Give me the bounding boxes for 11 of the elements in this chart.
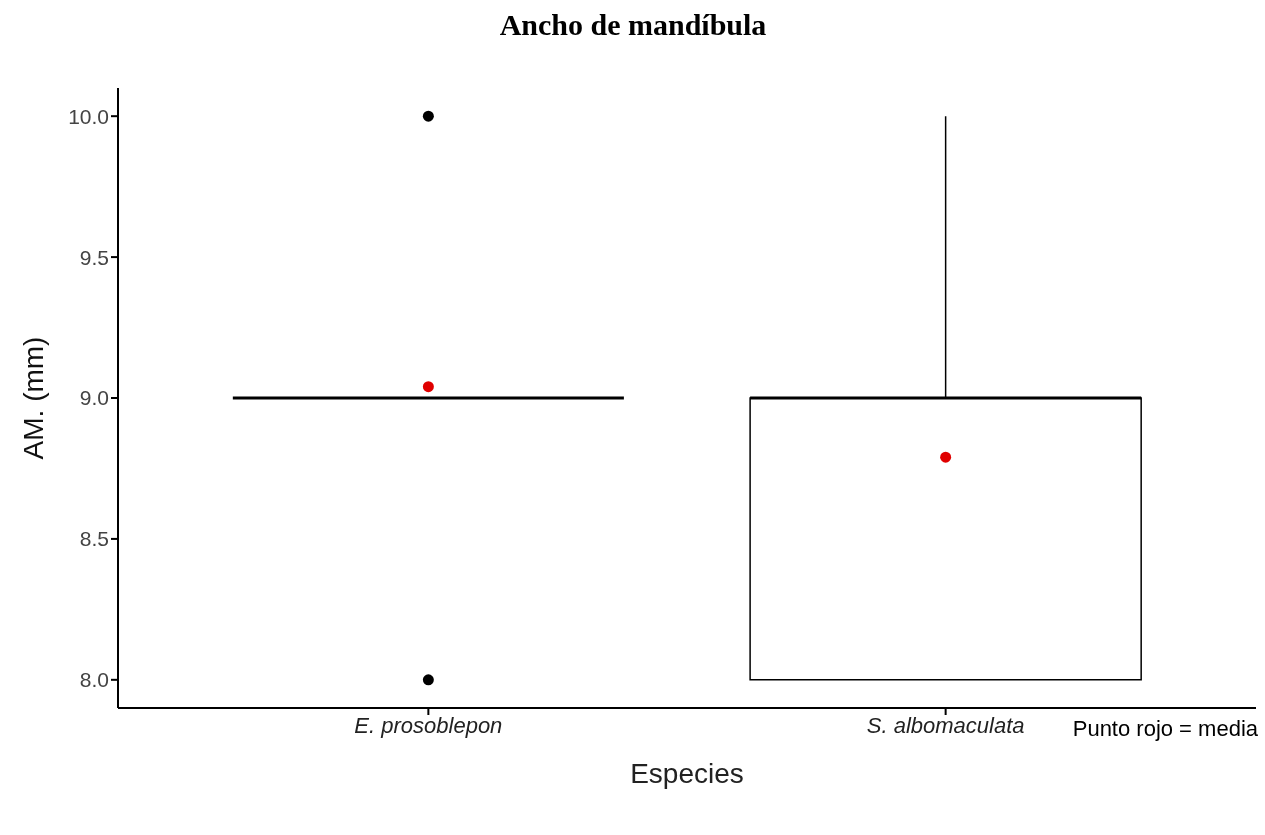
chart-title: Ancho de mandíbula (498, 8, 768, 43)
y-tick-label: 9.0 (79, 386, 109, 410)
y-axis-title: AM. (mm) (17, 336, 49, 460)
x-axis-title: Especies (630, 758, 744, 789)
y-tick-label: 8.5 (79, 527, 109, 551)
y-tick-label: 10.0 (68, 104, 109, 128)
y-tick-label: 9.5 (79, 245, 109, 269)
x-tick-label: S. albomaculata (866, 712, 1025, 738)
x-tick-label: E. prosoblepon (354, 712, 503, 738)
y-tick-label: 8.0 (79, 668, 109, 692)
text: Punto rojo = media (1072, 716, 1258, 742)
